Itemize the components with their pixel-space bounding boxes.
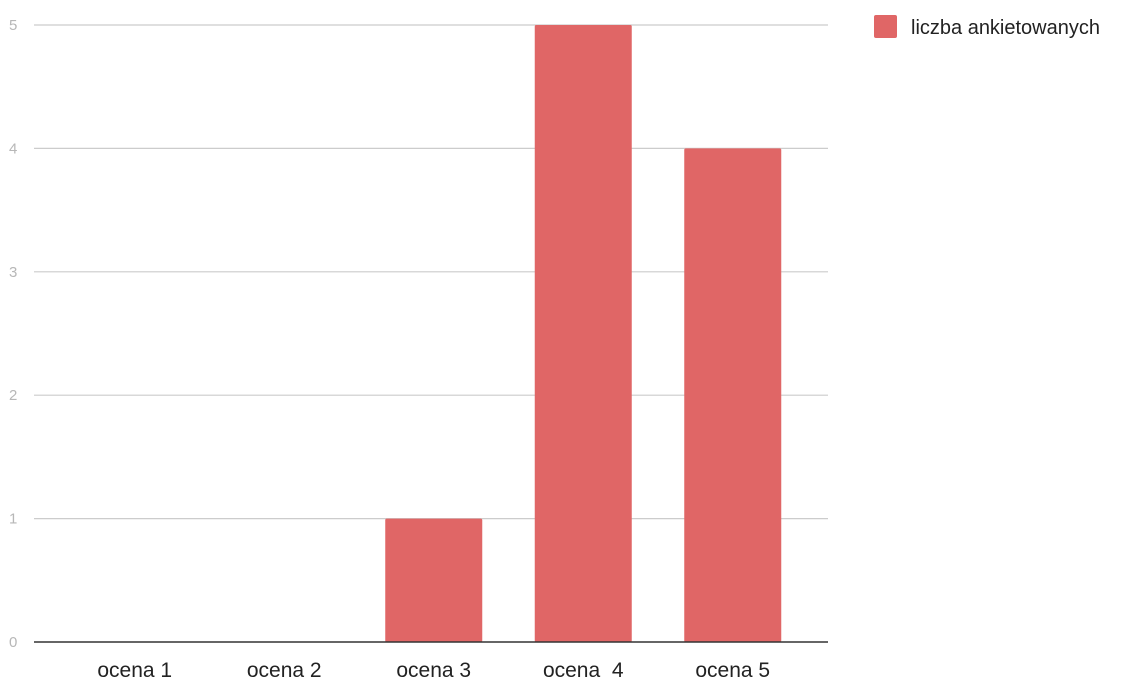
x-tick-label-ocena-4: ocena 4: [543, 659, 624, 679]
y-tick-label-5: 5: [9, 17, 17, 34]
y-tick-label-1: 1: [9, 511, 17, 528]
y-tick-label-0: 0: [9, 634, 17, 651]
bar-ocena-3[interactable]: [385, 518, 483, 642]
bar-ocena-5[interactable]: [684, 148, 782, 642]
bar-ocena-4[interactable]: [534, 25, 632, 642]
axes: 0 1 2 3 4 5 ocena 1 ocena 2 ocena 3 ocena 4 ocena …: [9, 17, 828, 679]
legend[interactable]: liczba ankietowanych: [874, 15, 1100, 39]
x-tick-label-ocena-3: ocena 3: [396, 659, 471, 679]
legend-swatch: [874, 15, 897, 38]
x-tick-label-ocena-5: ocena 5: [695, 659, 770, 679]
x-tick-label-ocena-1: ocena 1: [97, 659, 172, 679]
bars: [385, 25, 782, 642]
legend-label: liczba ankietowanych: [911, 17, 1100, 39]
x-tick-label-ocena-2: ocena 2: [247, 659, 322, 679]
y-tick-label-4: 4: [9, 140, 17, 157]
y-tick-label-2: 2: [9, 387, 17, 404]
y-tick-label-3: 3: [9, 264, 17, 281]
